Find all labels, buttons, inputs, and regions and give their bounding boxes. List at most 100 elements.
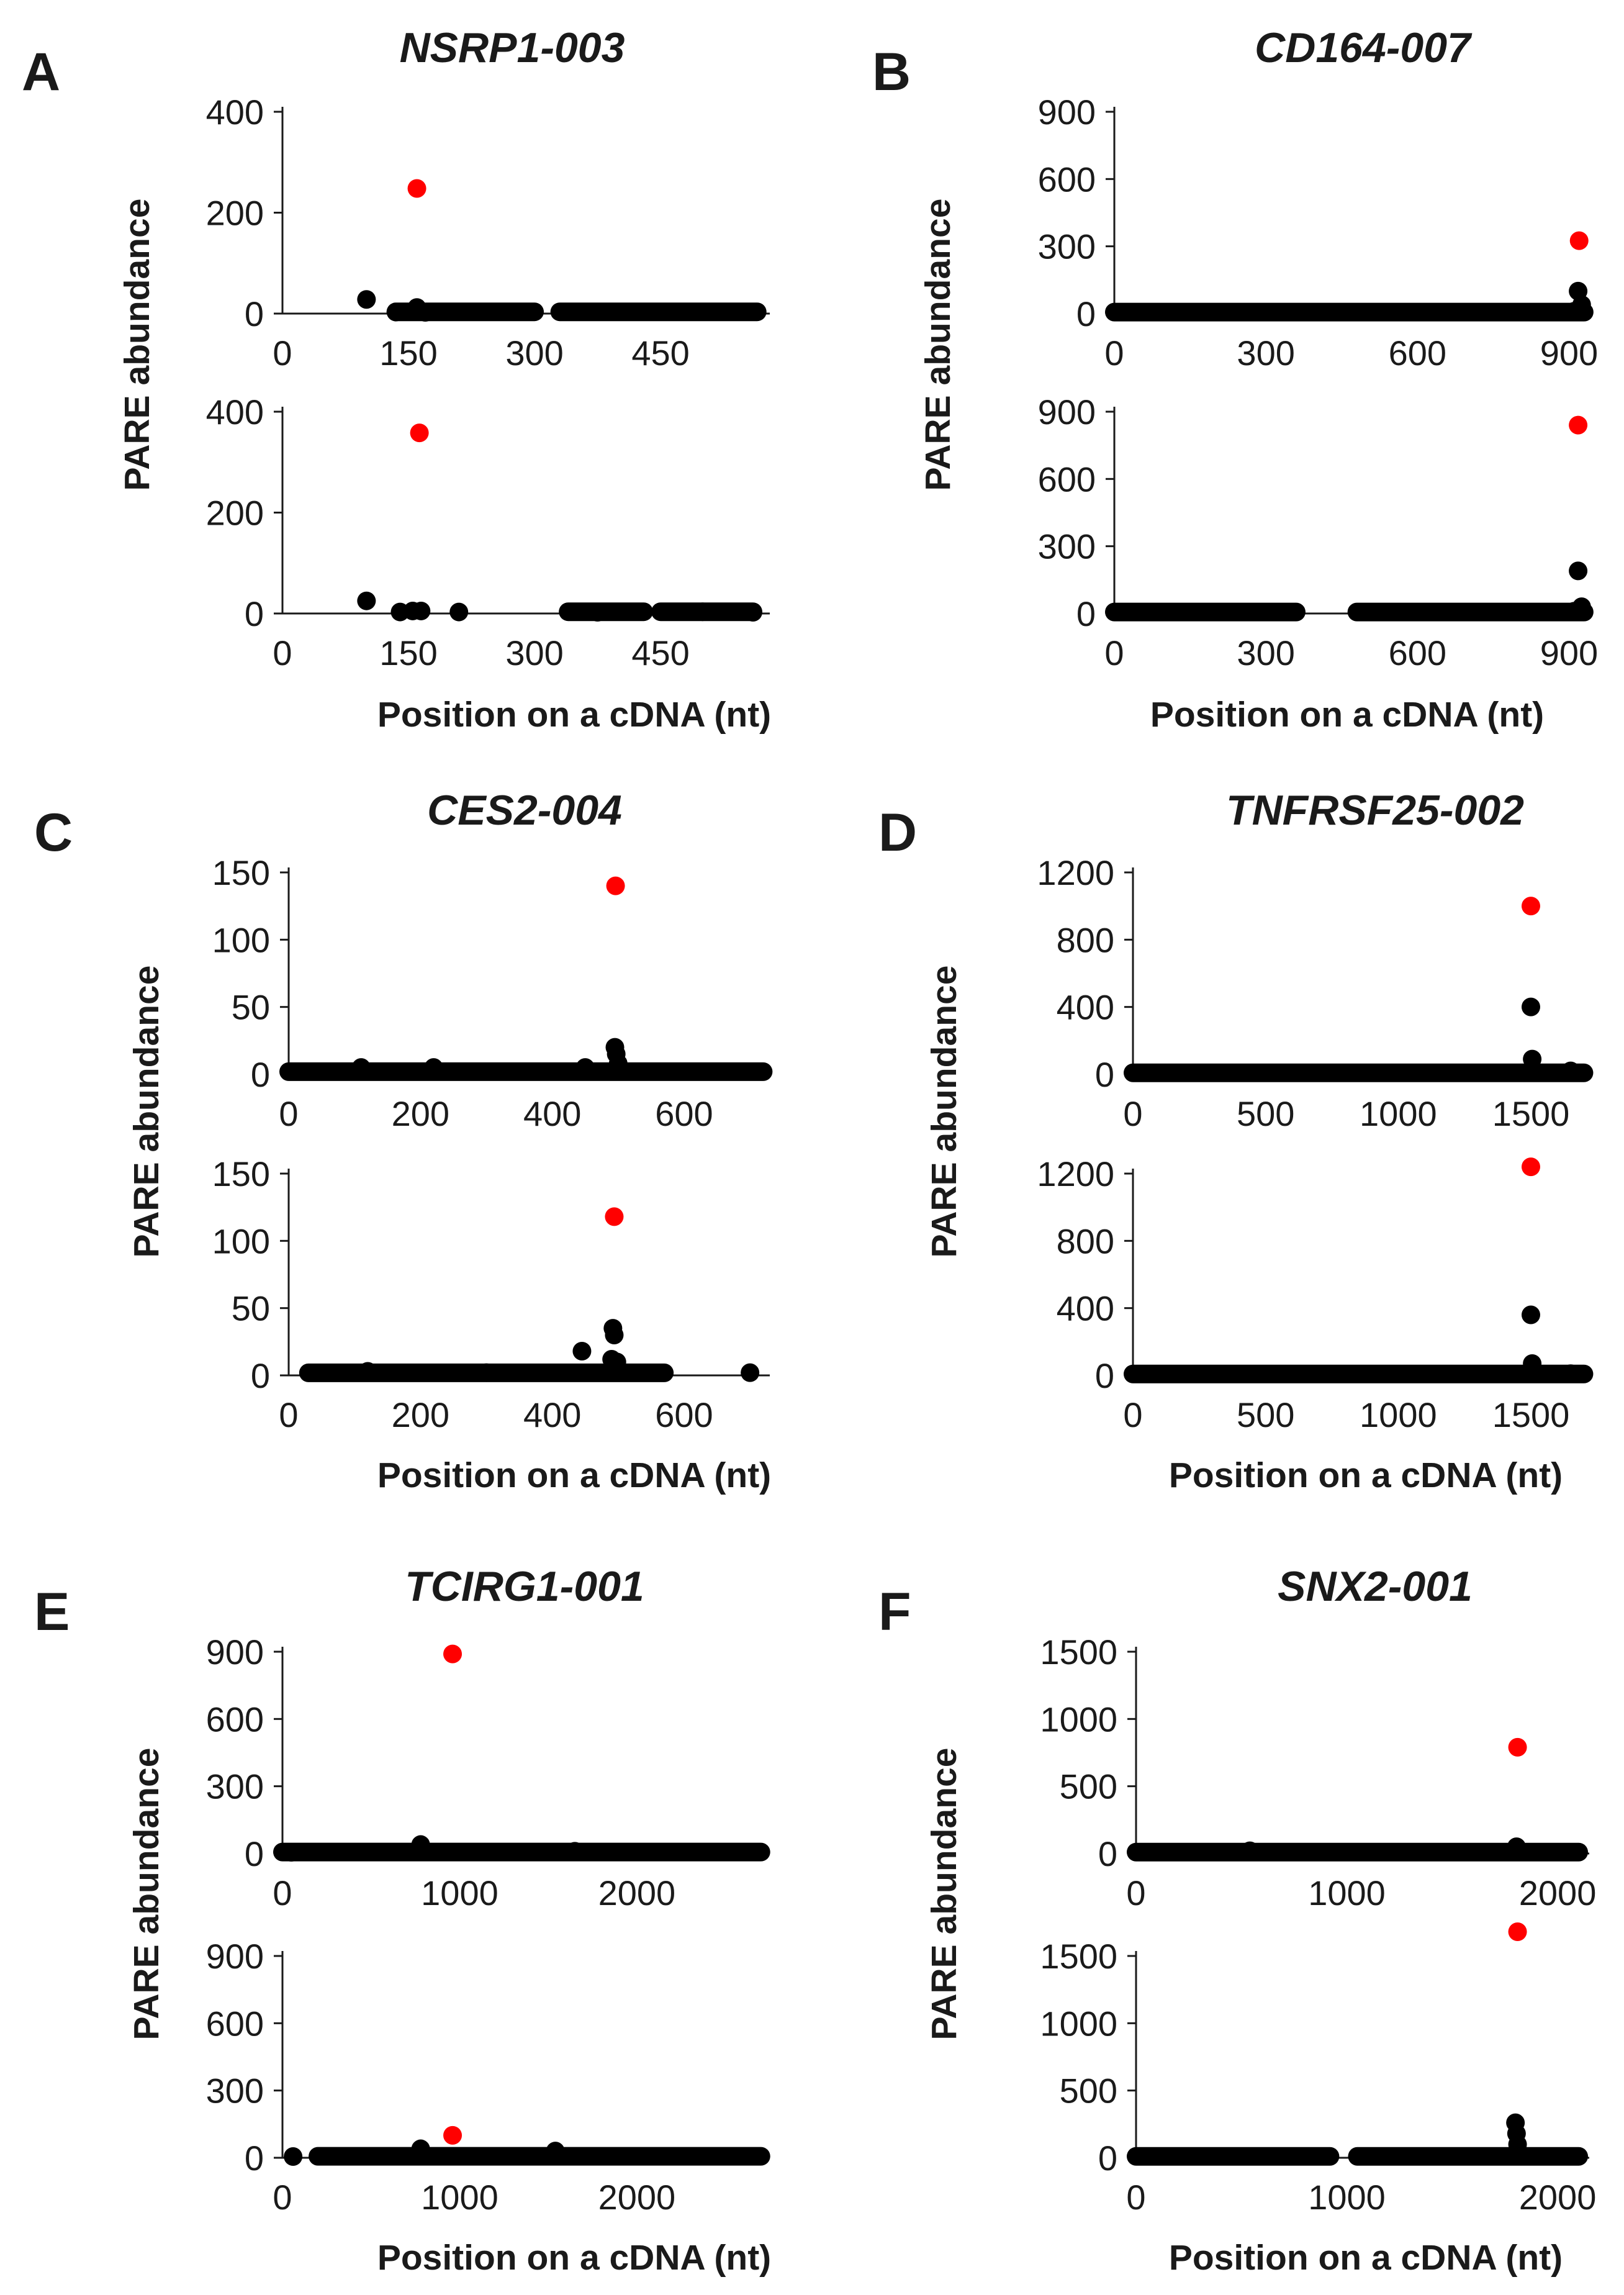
highlight-point <box>443 2125 462 2145</box>
data-point <box>358 1362 377 1381</box>
y-tick-label: 0 <box>1098 2139 1117 2178</box>
data-point <box>546 2142 565 2161</box>
y-tick-label: 100 <box>212 920 270 959</box>
data-point <box>1521 1305 1540 1324</box>
data-point <box>605 1326 624 1344</box>
x-tick-label: 1000 <box>1308 2178 1386 2217</box>
x-tick-label: 1000 <box>1360 1094 1437 1133</box>
y-tick-label: 0 <box>245 1834 264 1873</box>
highlight-point <box>407 179 426 198</box>
y-tick-label: 400 <box>206 392 264 432</box>
x-axis-label-d: Position on a cDNA (nt) <box>1169 1455 1563 1495</box>
x-tick-label: 300 <box>505 333 563 373</box>
panel-letter-c: C <box>34 803 73 862</box>
panel-e: E TCIRG1-001 PARE abundance Position on a c… <box>34 1563 771 2278</box>
x-tick-label: 0 <box>279 1094 298 1133</box>
x-tick-label: 0 <box>1126 2178 1145 2217</box>
x-tick-label: 200 <box>392 1395 449 1434</box>
x-axis-label-c: Position on a cDNA (nt) <box>377 1455 771 1495</box>
x-tick-label: 600 <box>1389 633 1446 672</box>
y-tick-label: 1200 <box>1037 1154 1114 1193</box>
y-tick-label: 100 <box>212 1221 270 1261</box>
y-tick-label: 800 <box>1057 1221 1114 1261</box>
y-tick-label: 900 <box>1038 93 1096 132</box>
y-tick-label: 0 <box>251 1055 270 1094</box>
x-tick-label: 2000 <box>1519 1873 1597 1912</box>
x-tick-label: 2000 <box>598 2178 676 2217</box>
data-point <box>1523 1354 1542 1374</box>
highlight-point <box>1508 1737 1527 1757</box>
y-tick-label: 400 <box>206 93 264 132</box>
data-point <box>607 1352 626 1372</box>
panel-a: A NSRP1-003 PARE abundance Position on a cD… <box>22 24 771 735</box>
panel-title-c: CES2-004 <box>427 787 622 834</box>
x-tick-label: 600 <box>1389 333 1446 373</box>
x-tick-label: 450 <box>631 333 689 373</box>
data-point <box>386 302 405 322</box>
x-tick-label: 500 <box>1237 1094 1294 1133</box>
highlight-point <box>1569 415 1588 435</box>
x-tick-label: 0 <box>273 2178 292 2217</box>
highlight-point <box>1521 1157 1540 1177</box>
panel-f: F SNX2-001 PARE abundance Position on a cDN… <box>878 1563 1596 2278</box>
panel-title-d: TNFRSF25-002 <box>1226 787 1524 834</box>
data-point <box>1507 1837 1526 1857</box>
y-tick-label: 0 <box>1095 1055 1114 1094</box>
x-tick-label: 0 <box>1126 1873 1145 1912</box>
y-axis-label-f: PARE abundance <box>924 1748 964 2040</box>
data-point <box>424 1058 443 1077</box>
highlight-point <box>443 1644 462 1664</box>
y-tick-label: 200 <box>206 494 264 533</box>
data-point <box>357 290 376 309</box>
y-tick-label: 900 <box>206 1937 264 1976</box>
y-tick-label: 0 <box>1095 1356 1114 1395</box>
panel-d: D TNFRSF25-002 PARE abundance Position on a… <box>878 787 1594 1495</box>
y-tick-label: 0 <box>1076 594 1096 633</box>
panel-letter-f: F <box>878 1582 911 1642</box>
x-tick-label: 300 <box>1237 633 1294 672</box>
data-point <box>1564 302 1584 321</box>
x-tick-label: 0 <box>1104 633 1124 672</box>
x-tick-label: 0 <box>1123 1094 1142 1133</box>
x-axis-label-f: Position on a cDNA (nt) <box>1169 2238 1563 2278</box>
y-tick-label: 1000 <box>1040 2004 1117 2043</box>
y-tick-label: 300 <box>1038 527 1096 566</box>
x-tick-label: 400 <box>523 1395 581 1434</box>
data-point <box>1240 1841 1260 1860</box>
x-tick-label: 200 <box>392 1094 449 1133</box>
subplot-c-2: 0 50 100 150 0 200 400 600 <box>212 1154 770 1434</box>
y-tick-label: 200 <box>206 194 264 233</box>
x-tick-label: 150 <box>379 633 437 672</box>
subplot-e-1: 0 300 600 900 0 1000 2000 <box>206 1632 770 1912</box>
data-point <box>1561 1364 1581 1383</box>
x-tick-label: 300 <box>505 633 563 672</box>
x-tick-label: 450 <box>631 633 689 672</box>
data-point <box>1561 1061 1581 1080</box>
y-tick-label: 1500 <box>1040 1937 1117 1976</box>
x-axis-label-b: Position on a cDNA (nt) <box>1150 695 1544 735</box>
data-point <box>411 1835 430 1854</box>
subplot-a-1: 0 200 400 0 150 300 450 <box>206 93 770 373</box>
x-tick-label: 900 <box>1540 633 1598 672</box>
y-tick-label: 600 <box>206 2004 264 2043</box>
y-axis-label-d: PARE abundance <box>924 966 964 1258</box>
panel-b: B CD164-007 PARE abundance Position on a cD… <box>872 24 1598 735</box>
subplot-c-1: 0 50 100 150 0 200 400 600 <box>212 853 773 1133</box>
y-tick-label: 600 <box>206 1700 264 1739</box>
subplot-b-2: 0 300 600 900 0 300 600 900 <box>1038 392 1599 672</box>
highlight-point <box>410 423 429 443</box>
x-tick-label: 2000 <box>1519 2178 1597 2217</box>
x-tick-label: 1500 <box>1492 1094 1570 1133</box>
highlight-point <box>606 876 625 895</box>
x-tick-label: 1000 <box>421 1873 498 1912</box>
y-tick-label: 0 <box>1098 1834 1117 1873</box>
x-tick-label: 1500 <box>1492 1395 1570 1434</box>
y-axis-label-c: PARE abundance <box>127 966 166 1258</box>
highlight-point <box>1521 897 1540 916</box>
y-tick-label: 0 <box>245 594 264 633</box>
x-tick-label: 600 <box>655 1094 713 1133</box>
data-point <box>357 591 376 610</box>
subplot-b-1: 0 300 600 900 0 300 600 900 <box>1038 93 1599 373</box>
subplot-f-1: 0 500 1000 1500 0 1000 2000 <box>1040 1632 1596 1912</box>
x-tick-label: 150 <box>379 333 437 373</box>
